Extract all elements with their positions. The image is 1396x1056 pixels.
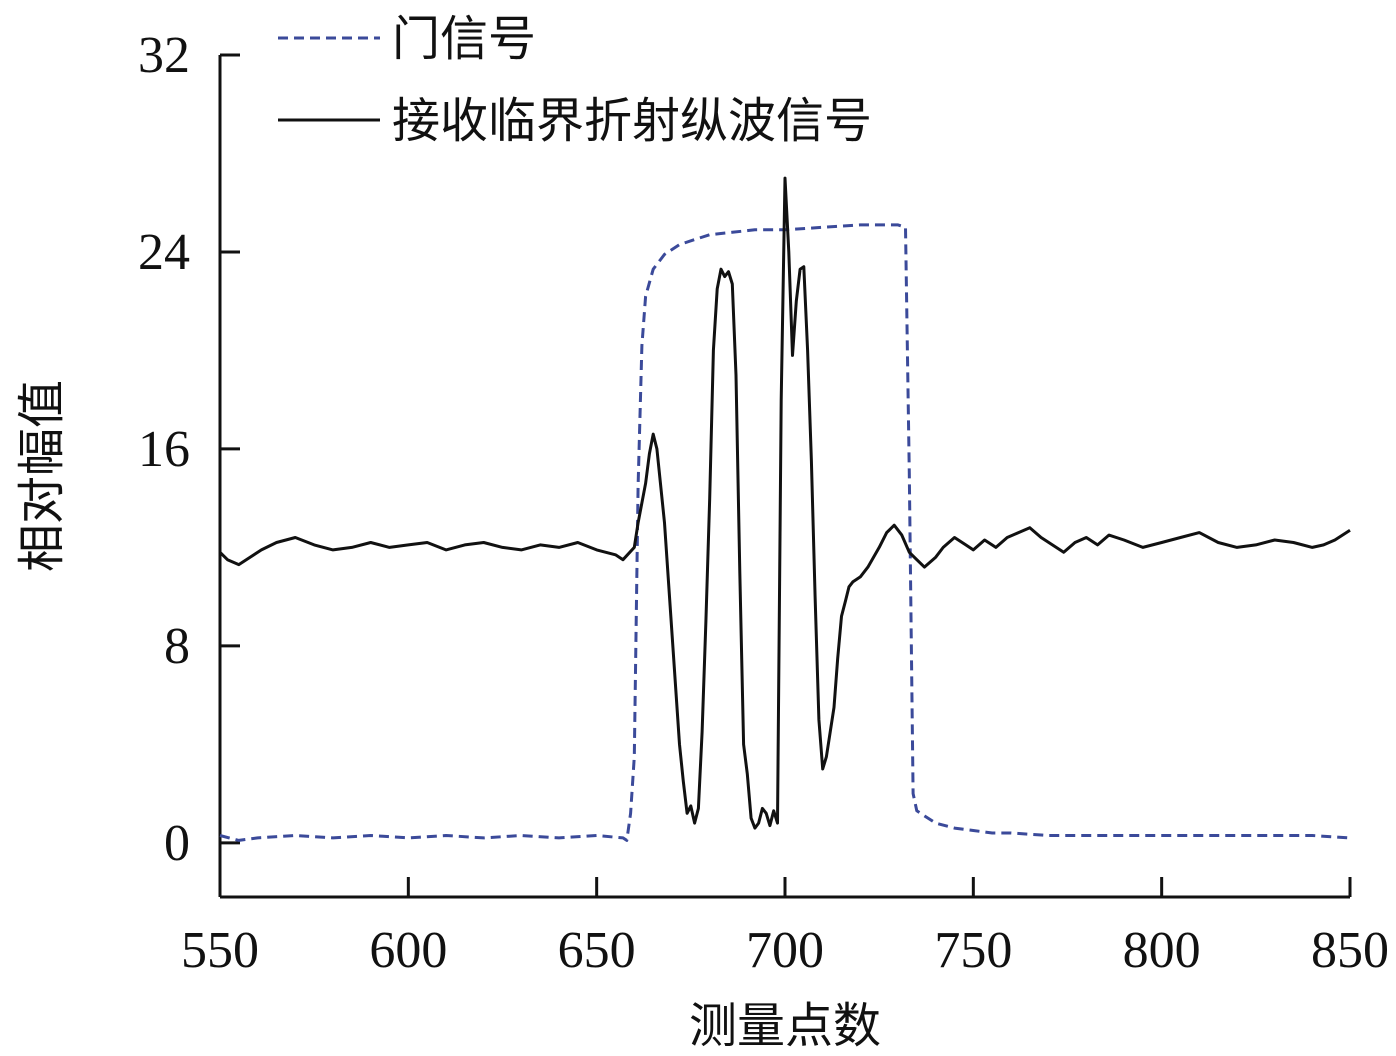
x-axis-title: 测量点数 [689,998,881,1054]
x-tick-label: 550 [181,922,259,979]
series-line-received-wave [218,176,1351,830]
x-tick-label: 700 [746,922,824,979]
y-tick-label: 8 [164,618,190,675]
y-tick-label: 32 [138,27,190,84]
y-axis-title: 相对幅值 [14,380,70,572]
x-tick-label: 600 [369,922,447,979]
series-line-gate-signal [219,223,1351,842]
ticks: 0 8 16 24 32 550 600 650 700 750 800 850 [138,27,1389,979]
legend-label: 门信号 [392,11,536,67]
x-tick-label: 650 [558,922,636,979]
y-tick-label: 16 [138,421,190,478]
x-tick-label: 800 [1123,922,1201,979]
axis-titles: 测量点数 相对幅值 [14,380,881,1054]
legend-label: 接收临界折射纵波信号 [392,93,872,149]
series-layer [218,176,1351,842]
y-tick-label: 0 [164,815,190,872]
x-tick-label: 750 [934,922,1012,979]
y-tick-label: 24 [138,224,190,281]
x-tick-label: 850 [1311,922,1389,979]
